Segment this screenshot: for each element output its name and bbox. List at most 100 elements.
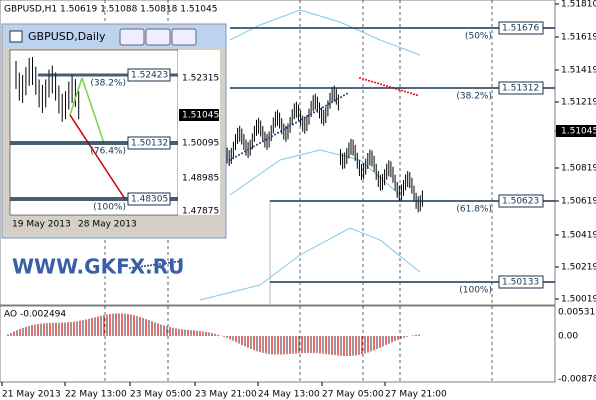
psar-dot bbox=[334, 99, 336, 102]
minimize-button[interactable] bbox=[119, 28, 145, 46]
watermark: WWW.GKFX.RU bbox=[12, 255, 184, 279]
psar-dot bbox=[229, 159, 231, 161]
psar-dot bbox=[174, 261, 176, 263]
psar-dot bbox=[386, 85, 388, 88]
band-lower2 bbox=[229, 149, 401, 196]
price-label: 1.51419 bbox=[561, 66, 596, 76]
psar-dot bbox=[138, 265, 140, 268]
psar-dot bbox=[307, 114, 309, 117]
psar-dot bbox=[129, 267, 131, 269]
psar-dot bbox=[337, 97, 339, 100]
time-label: 23 May 21:00 bbox=[195, 390, 257, 400]
psar-dot bbox=[404, 90, 406, 93]
time-label: 23 May 05:00 bbox=[130, 390, 192, 400]
fib-ratio: (38.2%) bbox=[456, 92, 492, 102]
price-label: 1.51619 bbox=[561, 33, 596, 43]
fib-price: 1.51312 bbox=[502, 84, 539, 94]
trend bbox=[69, 77, 83, 116]
indicator-axis-label: 0.005319 bbox=[558, 308, 596, 318]
psar-dot bbox=[298, 119, 300, 122]
psar-dot bbox=[153, 263, 155, 266]
inset-fib-ratio: (76.4%) bbox=[90, 147, 126, 157]
inset-fib-price: 1.48305 bbox=[131, 195, 168, 205]
inset-fib-ratio: (100%) bbox=[93, 203, 126, 213]
psar-dot bbox=[162, 262, 164, 265]
psar-dot bbox=[274, 133, 276, 136]
fib-price-box bbox=[498, 21, 544, 35]
psar-dot bbox=[368, 79, 370, 82]
psar-dot bbox=[235, 155, 237, 158]
price-label: 1.51219 bbox=[561, 98, 596, 108]
fib-ratio: (100%) bbox=[459, 286, 492, 296]
inset-fib-box bbox=[127, 136, 171, 150]
time-label: 27 May 21:00 bbox=[385, 390, 447, 400]
psar-dot bbox=[398, 88, 400, 91]
inset-fib-price: 1.50132 bbox=[131, 139, 168, 149]
psar-dot bbox=[132, 266, 134, 269]
psar-dot bbox=[401, 89, 403, 92]
trend bbox=[69, 114, 126, 200]
psar-dot bbox=[277, 131, 279, 134]
psar-dot bbox=[310, 113, 312, 116]
band-lower bbox=[199, 227, 421, 301]
fib-price: 1.50133 bbox=[502, 278, 539, 288]
psar-dot bbox=[289, 125, 291, 127]
psar-dot bbox=[365, 78, 367, 81]
price-label: 1.51810 bbox=[561, 0, 596, 10]
price-label: 1.50819 bbox=[561, 164, 596, 174]
psar-dot bbox=[313, 111, 315, 114]
fib-ratio: (61.8%) bbox=[456, 205, 492, 215]
psar-dot bbox=[180, 260, 182, 263]
current-price-box bbox=[179, 109, 219, 121]
psar-dot bbox=[359, 77, 361, 79]
time-label: 27 May 05:00 bbox=[322, 390, 384, 400]
psar-dot bbox=[340, 96, 342, 99]
psar-dot bbox=[407, 91, 409, 94]
psar-dot bbox=[253, 145, 255, 148]
price-label: 1.50619 bbox=[561, 197, 596, 207]
psar-dot bbox=[413, 93, 415, 96]
inset-time-label: 28 May 2013 bbox=[78, 220, 137, 230]
psar-dot bbox=[171, 261, 173, 264]
indicator-axis-label: 0.00 bbox=[558, 332, 578, 342]
psar-dot bbox=[156, 263, 158, 266]
psar-dot bbox=[265, 138, 267, 141]
psar-dot bbox=[259, 142, 261, 144]
fib-price-box bbox=[498, 275, 544, 289]
trend bbox=[81, 77, 105, 144]
window-title: GBPUSD,Daily bbox=[28, 30, 106, 43]
inset-price-label: 1.50095 bbox=[182, 139, 219, 149]
psar-dot bbox=[343, 94, 345, 97]
psar-dot bbox=[232, 157, 234, 160]
psar-dot bbox=[346, 92, 348, 95]
time-label: 21 May 2013 bbox=[2, 390, 61, 400]
price-label: 1.50419 bbox=[561, 231, 596, 241]
psar-dot bbox=[371, 80, 373, 83]
psar-dot bbox=[331, 101, 333, 104]
psar-dot bbox=[262, 140, 264, 143]
price-label: 1.50219 bbox=[561, 263, 596, 273]
header: GBPUSD,H1 1.50619 1.51088 1.50818 1.5104… bbox=[4, 5, 217, 15]
psar-dot bbox=[292, 123, 294, 126]
psar-dot bbox=[380, 83, 382, 86]
psar-dot bbox=[238, 153, 240, 156]
psar-dot bbox=[283, 128, 285, 131]
psar-dot bbox=[168, 261, 170, 264]
fib-price: 1.51676 bbox=[502, 24, 539, 34]
psar-dot bbox=[144, 265, 146, 267]
inset-price-label: 1.51045 bbox=[182, 111, 219, 121]
indicator-axis-label: -0.00878 bbox=[558, 375, 596, 385]
psar-dot bbox=[362, 77, 364, 80]
inset-fib-price: 1.52423 bbox=[131, 71, 168, 81]
psar-dot bbox=[280, 130, 282, 133]
maximize-button[interactable] bbox=[145, 28, 171, 46]
psar-dot bbox=[286, 126, 288, 129]
psar-dot bbox=[244, 150, 246, 153]
psar-dot bbox=[241, 152, 243, 155]
inset-window: GBPUSD,Daily 1.52315 1.51045 1.50095 1.48985… bbox=[1, 23, 227, 239]
close-button[interactable] bbox=[171, 28, 197, 46]
psar-dot bbox=[374, 81, 376, 84]
price-label: 1.51045 bbox=[561, 127, 596, 137]
psar-dot bbox=[301, 118, 303, 121]
